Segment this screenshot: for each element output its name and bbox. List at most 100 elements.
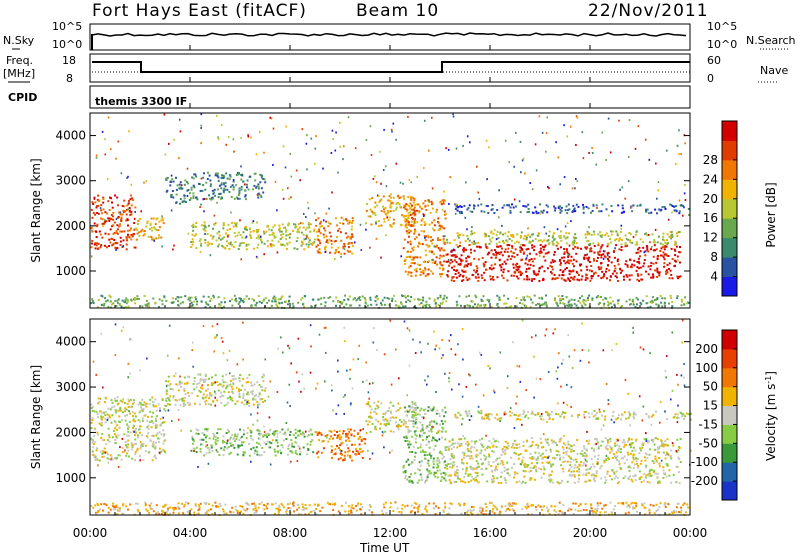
power-pixel (343, 248, 346, 251)
velocity-pixel (465, 466, 468, 469)
power-pixel (535, 274, 538, 277)
power-pixel (676, 295, 679, 298)
velocity-pixel (107, 453, 109, 456)
power-pixel (160, 219, 163, 222)
power-pixel (562, 235, 565, 238)
power-pixel (324, 251, 327, 253)
power-pixel (318, 248, 321, 251)
velocity-pixel (231, 399, 234, 402)
velocity-pixel (257, 442, 260, 445)
power-pixel (300, 240, 303, 243)
power-pixel (262, 178, 265, 180)
velocity-pixel (346, 450, 349, 453)
velocity-pixel (367, 402, 370, 405)
velocity-pixel (317, 450, 320, 453)
power-pixel (677, 275, 680, 278)
power-pixel (665, 273, 668, 275)
power-pixel (91, 298, 94, 301)
power-pixel (90, 208, 93, 211)
power-pixel (351, 233, 354, 236)
velocity-pixel (230, 397, 233, 400)
power-pixel (668, 277, 671, 280)
power-pixel (274, 236, 277, 239)
power-pixel (158, 234, 160, 237)
power-pixel (506, 240, 509, 243)
velocity-pixel (571, 448, 573, 451)
velocity-pixel (455, 481, 458, 483)
power-pixel (110, 214, 113, 216)
power-pixel (630, 206, 633, 209)
power-pixel (542, 209, 545, 212)
velocity-pixel (206, 429, 209, 432)
power-pixel (111, 237, 114, 240)
velocity-pixel (214, 374, 217, 377)
power-pixel (327, 297, 330, 300)
power-pixel (559, 262, 562, 265)
velocity-pixel (316, 433, 319, 436)
power-pixel (403, 204, 406, 207)
power-pixel (402, 305, 405, 308)
power-pixel (405, 203, 408, 206)
velocity-pixel (256, 404, 259, 407)
power-pixel (501, 247, 503, 250)
power-pixel (314, 304, 317, 307)
power-pixel (204, 306, 207, 309)
velocity-pixel (399, 407, 402, 410)
velocity-pixel (144, 414, 147, 417)
power-pixel (637, 125, 640, 128)
velocity-pixel (295, 442, 298, 445)
power-pixel (430, 240, 433, 243)
power-pixel (385, 185, 388, 188)
power-pixel (404, 220, 407, 223)
power-pixel (519, 251, 522, 253)
velocity-pixel (414, 404, 417, 407)
velocity-pixel (542, 472, 545, 475)
velocity-pixel (205, 435, 208, 438)
velocity-pixel (493, 469, 496, 472)
velocity-pixel (258, 454, 261, 457)
velocity-pixel (377, 400, 380, 403)
velocity-pixel (183, 382, 186, 385)
power-pixel (461, 279, 464, 282)
velocity-pixel (197, 373, 200, 376)
velocity-pixel (442, 471, 445, 474)
power-pixel (642, 299, 645, 302)
velocity-pixel (540, 441, 543, 444)
velocity-pixel (95, 449, 98, 452)
power-pixel (402, 214, 405, 217)
power-pixel (380, 182, 382, 185)
power-pixel (560, 277, 563, 280)
power-pixel (225, 172, 228, 175)
velocity-pixel (418, 435, 421, 438)
power-pixel (683, 192, 686, 195)
velocity-pixel (303, 435, 306, 438)
power-pixel (644, 138, 647, 141)
velocity-pixel (154, 424, 157, 427)
power-pixel (407, 196, 410, 198)
power-pixel (414, 218, 416, 221)
power-pixel (133, 246, 136, 249)
power-pixel (295, 169, 298, 172)
power-pixel (114, 299, 117, 302)
power-pixel (541, 303, 544, 306)
power-pixel (525, 238, 528, 241)
velocity-pixel (405, 435, 408, 438)
power-pixel (393, 294, 396, 297)
power-pixel (107, 200, 110, 203)
velocity-pixel (145, 405, 148, 408)
power-pixel (169, 181, 172, 183)
velocity-pixel (231, 375, 234, 378)
power-pixel (463, 305, 466, 308)
power-pixel (140, 230, 142, 233)
velocity-pixel (408, 440, 411, 443)
power-pixel (243, 226, 246, 229)
power-pixel (474, 294, 477, 297)
velocity-pixel (90, 403, 93, 406)
power-pixel (406, 218, 409, 221)
velocity-pixel (308, 430, 311, 433)
power-pixel (419, 206, 422, 209)
velocity-pixel (332, 453, 335, 456)
velocity-pixel (430, 430, 433, 433)
power-pixel (643, 259, 646, 262)
power-pixel (239, 297, 242, 300)
